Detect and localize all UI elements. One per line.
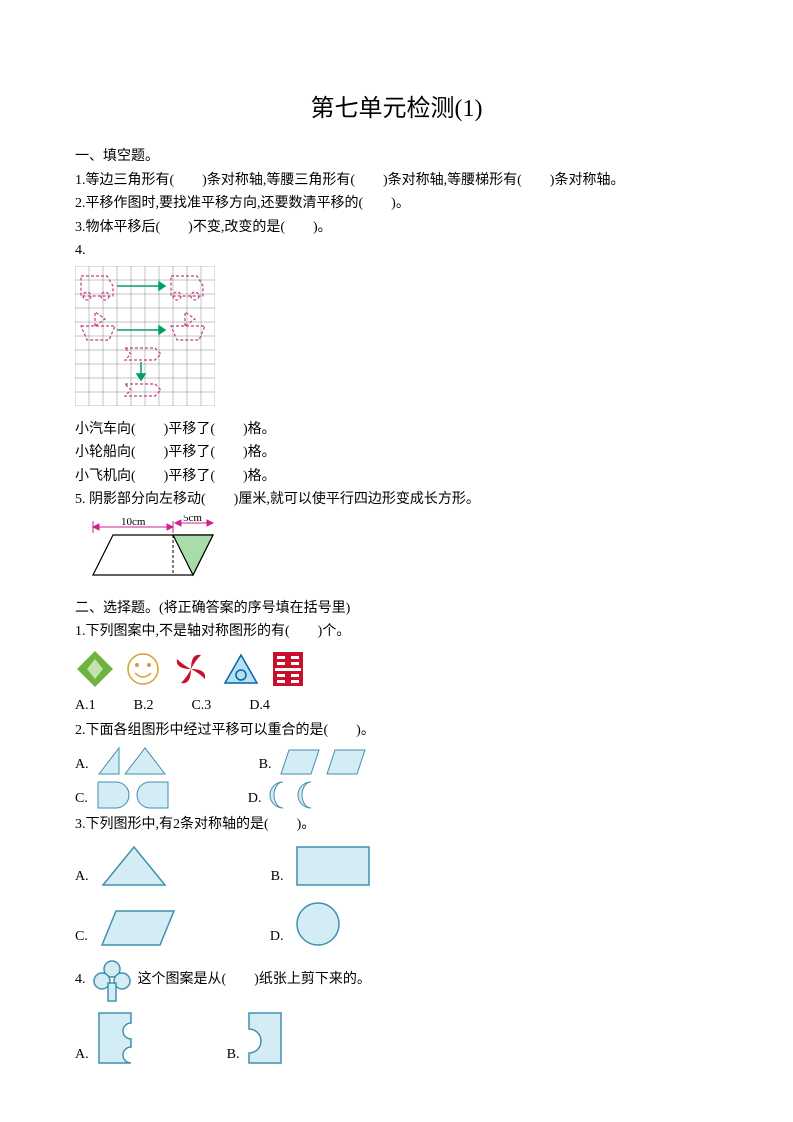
s2-q1-options: A.1 B.2 C.3 D.4 [75,695,718,717]
opt-a: A.1 [75,695,96,717]
q4-suffix: 这个图案是从( )纸张上剪下来的。 [138,969,371,991]
s2-q2: 2.下面各组图形中经过平移可以重合的是( )。 [75,720,718,742]
pinwheel-icon [171,649,211,689]
double-happiness-icon [271,650,305,688]
s2-q2-row1: A. B. [75,746,718,776]
s2-q4-options: A. B. [75,1009,718,1067]
s2-q4-row: 4. 这个图案是从( )纸张上剪下来的。 [75,959,718,1003]
q2-shape-d [269,780,329,810]
q3-shape-triangle [99,843,169,889]
q2-shape-b [279,748,369,776]
s1-q1: 1.等边三角形有( )条对称轴,等腰三角形有( )条对称轴,等腰梯形有( )条对… [75,170,718,192]
s1-q4-num: 4. [75,240,718,262]
parallelogram-figure: 10cm 5cm [75,515,718,593]
s2-q3: 3.下列图形中,有2条对称轴的是( )。 [75,814,718,836]
s1-q3: 3.物体平移后( )不变,改变的是( )。 [75,217,718,239]
q3-label-c: C. [75,926,88,948]
page-title: 第七单元检测(1) [75,90,718,128]
grid-translation-figure [75,266,718,414]
q2-shape-a [97,746,167,776]
q2-label-a: A. [75,754,89,776]
q3-shape-circle [293,899,343,949]
diamond-icon [75,649,115,689]
s2-q1: 1.下列图案中,不是轴对称图形的有( )个。 [75,621,718,643]
s1-q4-line3: 小飞机向( )平移了( )格。 [75,466,718,488]
s1-q4-line1: 小汽车向( )平移了( )格。 [75,419,718,441]
section1-header: 一、填空题。 [75,146,718,168]
q3-label-a: A. [75,866,89,888]
q4-shape-b [245,1009,285,1067]
q3-label-d: D. [270,926,284,948]
club-icon [92,959,132,1003]
q4-prefix: 4. [75,969,86,991]
opt-d: D.4 [249,695,270,717]
dim-5cm: 5cm [183,515,202,524]
opt-b: B.2 [134,695,154,717]
s2-q2-row2: C. D. [75,780,718,810]
q3-shape-parallelogram [98,907,178,949]
q4-label-a: A. [75,1044,89,1066]
q2-shape-c [96,780,176,810]
q2-label-b: B. [259,754,272,776]
opt-c: C.3 [191,695,211,717]
q2-label-c: C. [75,788,88,810]
smiley-icon [125,651,161,687]
s1-q4-line2: 小轮船向( )平移了( )格。 [75,442,718,464]
s1-q5: 5. 阴影部分向左移动( )厘米,就可以使平行四边形变成长方形。 [75,489,718,511]
section2-header: 二、选择题。(将正确答案的序号填在括号里) [75,598,718,620]
q3-label-b: B. [271,866,284,888]
triangle-icon [221,651,261,687]
symmetry-icons-row [75,649,718,689]
q4-shape-a [95,1009,135,1067]
s2-q3-row1: A. B. [75,843,718,889]
q2-label-d: D. [248,788,262,810]
q4-label-b: B. [227,1044,240,1066]
q3-shape-rectangle [293,843,373,889]
dim-10cm: 10cm [121,516,146,528]
s1-q2: 2.平移作图时,要找准平移方向,还要数清平移的( )。 [75,193,718,215]
s2-q3-row2: C. D. [75,899,718,949]
